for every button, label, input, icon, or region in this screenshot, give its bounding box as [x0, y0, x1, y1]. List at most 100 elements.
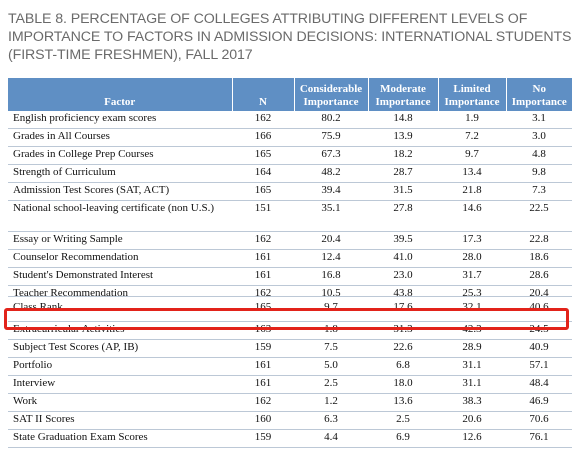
- moderate-cell: 28.7: [368, 164, 438, 183]
- moderate-cell: 14.8: [368, 111, 438, 129]
- n-cell: 161: [232, 375, 294, 394]
- n-cell: 151: [232, 200, 294, 232]
- factor-cell: Counselor Recommendation: [8, 249, 232, 268]
- considerable-cell: 1.8: [294, 321, 368, 340]
- moderate-cell: 27.8: [368, 200, 438, 232]
- header-limited-line1: Limited: [453, 83, 491, 95]
- n-cell: 165: [232, 146, 294, 165]
- moderate-cell: 2.5: [368, 411, 438, 430]
- factor-cell: Class Rank: [8, 296, 232, 322]
- no-cell: 9.8: [506, 164, 572, 183]
- moderate-cell: 43.8: [368, 285, 438, 297]
- table-row: Student's Demonstrated Interest 161 16.8…: [8, 267, 572, 286]
- header-limited-line2: Importance: [444, 96, 500, 108]
- factor-cell: Student's Demonstrated Interest: [8, 267, 232, 286]
- n-cell: 164: [232, 164, 294, 183]
- table-row: National school-leaving certificate (non…: [8, 200, 572, 232]
- header-considerable-line1: Considerable: [299, 83, 363, 95]
- factor-cell: Teacher Recommendation: [8, 285, 232, 297]
- n-cell: 166: [232, 128, 294, 147]
- moderate-cell: 23.0: [368, 267, 438, 286]
- limited-cell: 21.8: [438, 182, 506, 201]
- factor-cell: SAT II Scores: [8, 411, 232, 430]
- table-row: Work 162 1.2 13.6 38.3 46.9: [8, 393, 572, 412]
- table-row: Interview 161 2.5 18.0 31.1 48.4: [8, 375, 572, 394]
- limited-cell: 38.3: [438, 393, 506, 412]
- n-text: 162: [254, 287, 272, 296]
- considerable-cell: 5.0: [294, 357, 368, 376]
- n-cell: 162: [232, 231, 294, 250]
- limited-cell: 7.2: [438, 128, 506, 147]
- moderate-cell: 31.5: [368, 182, 438, 201]
- header-no-line1: No: [532, 83, 546, 95]
- moderate-cell: 6.8: [368, 357, 438, 376]
- factor-cell: Essay or Writing Sample: [8, 231, 232, 250]
- limited-cell: 32.1: [438, 296, 506, 322]
- header-n-label: N: [259, 96, 267, 108]
- header-moderate-line1: Moderate: [380, 83, 426, 95]
- limited-cell: 13.4: [438, 164, 506, 183]
- considerable-cell: 12.4: [294, 249, 368, 268]
- no-cell: 70.6: [506, 411, 572, 430]
- table-caption: TABLE 8. PERCENTAGE OF COLLEGES ATTRIBUT…: [8, 11, 572, 63]
- considerable-cell: 39.4: [294, 182, 368, 201]
- table-row: Grades in All Courses 166 75.9 13.9 7.2 …: [8, 128, 572, 147]
- moderate-cell: 41.0: [368, 249, 438, 268]
- n-cell: 161: [232, 267, 294, 286]
- header-no: No Importance: [506, 78, 572, 111]
- limited-cell: 31.1: [438, 375, 506, 394]
- factor-cell: Work: [8, 393, 232, 412]
- table-row: SAT II Scores 160 6.3 2.5 20.6 70.6: [8, 411, 572, 430]
- considerable-cell: 80.2: [294, 111, 368, 129]
- header-moderate-line2: Importance: [375, 96, 431, 108]
- no-cell: 22.8: [506, 231, 572, 250]
- table-row: Subject Test Scores (AP, IB) 159 7.5 22.…: [8, 339, 572, 358]
- table-row: Counselor Recommendation 161 12.4 41.0 2…: [8, 249, 572, 268]
- limited-cell: 9.7: [438, 146, 506, 165]
- table-row: Strength of Curriculum 164 48.2 28.7 13.…: [8, 164, 572, 183]
- no-cell: 7.3: [506, 182, 572, 201]
- considerable-cell: 20.4: [294, 231, 368, 250]
- no-cell: 40.9: [506, 339, 572, 358]
- limited-cell: 1.9: [438, 111, 506, 129]
- table-row: Essay or Writing Sample 162 20.4 39.5 17…: [8, 231, 572, 250]
- n-cell: 162: [232, 285, 294, 297]
- no-cell: 57.1: [506, 357, 572, 376]
- table-row-highlighted: Class Rank 165 9.7 17.6 32.1 40.6: [8, 296, 572, 322]
- no-cell: 48.4: [506, 375, 572, 394]
- n-cell: 160: [232, 411, 294, 430]
- moderate-text: 43.8: [393, 287, 413, 296]
- n-cell: 161: [232, 357, 294, 376]
- header-factor-label: Factor: [104, 96, 136, 108]
- limited-cell: 42.3: [438, 321, 506, 340]
- no-cell: 4.8: [506, 146, 572, 165]
- factor-cell: Subject Test Scores (AP, IB): [8, 339, 232, 358]
- no-cell: 46.9: [506, 393, 572, 412]
- limited-cell: 25.3: [438, 285, 506, 297]
- limited-cell: 31.7: [438, 267, 506, 286]
- factor-cell: Interview: [8, 375, 232, 394]
- table-row-partially-hidden: Teacher Recommendation 162 10.5 43.8 25.…: [8, 285, 572, 297]
- factor-cell: English proficiency exam scores: [8, 111, 232, 129]
- n-cell: 161: [232, 249, 294, 268]
- header-n: N: [232, 78, 295, 111]
- considerable-cell: 7.5: [294, 339, 368, 358]
- table-row: State Graduation Exam Scores 159 4.4 6.9…: [8, 429, 572, 448]
- considerable-cell: 67.3: [294, 146, 368, 165]
- factor-cell: Admission Test Scores (SAT, ACT): [8, 182, 232, 201]
- table-row: Portfolio 161 5.0 6.8 31.1 57.1: [8, 357, 572, 376]
- factor-cell: Grades in All Courses: [8, 128, 232, 147]
- limited-cell: 17.3: [438, 231, 506, 250]
- moderate-cell: 18.2: [368, 146, 438, 165]
- moderate-cell: 31.3: [368, 321, 438, 340]
- factor-cell: Portfolio: [8, 357, 232, 376]
- considerable-cell: 16.8: [294, 267, 368, 286]
- factor-cell: Extracurricular Activities: [8, 321, 232, 340]
- considerable-cell: 2.5: [294, 375, 368, 394]
- moderate-cell: 39.5: [368, 231, 438, 250]
- factor-text: Teacher Recommendation: [13, 287, 128, 296]
- no-text: 20.4: [529, 287, 549, 296]
- no-cell: 28.6: [506, 267, 572, 286]
- n-cell: 159: [232, 339, 294, 358]
- table-row: Grades in College Prep Courses 165 67.3 …: [8, 146, 572, 165]
